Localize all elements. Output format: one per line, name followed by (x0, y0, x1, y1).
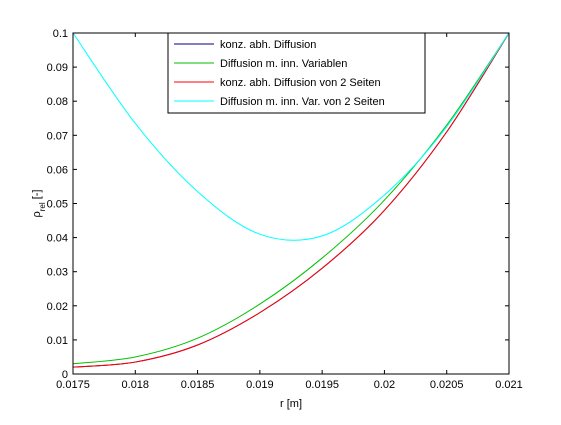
legend-label-1: konz. abh. Diffusion (220, 39, 316, 51)
y-tick-label: 0.1 (53, 28, 68, 40)
series-line-4 (72, 32, 510, 241)
legend-label-3: konz. abh. Diffusion von 2 Seiten (220, 77, 381, 89)
y-tick-label: 0 (62, 369, 68, 381)
y-axis-label-subscript: rel (38, 202, 47, 211)
y-axis-label: ρrel [-] (31, 190, 47, 218)
y-tick-label: 0.02 (47, 301, 68, 313)
y-tick-label: 0.01 (47, 335, 68, 347)
x-axis-label: r [m] (280, 398, 302, 410)
x-tick-label: 0.0175 (56, 379, 90, 391)
series-line-2 (72, 32, 510, 365)
y-tick-label: 0.04 (47, 233, 68, 245)
y-axis-label-base: ρ (31, 211, 43, 217)
legend: konz. abh. Diffusion Diffusion m. inn. Va… (167, 32, 426, 114)
series-line-3 (72, 32, 510, 368)
y-tick-label: 0.08 (47, 96, 68, 108)
y-tick-label: 0.06 (47, 164, 68, 176)
legend-label-2: Diffusion m. inn. Variablen (220, 58, 347, 70)
series-lines (72, 32, 510, 368)
x-tick-label: 0.019 (246, 379, 274, 391)
y-tick-label: 0.07 (47, 130, 68, 142)
y-tick-label: 0.03 (47, 267, 68, 279)
axis-ticks: 0.0175 0.018 0.0185 0.019 0.0195 0.02 0.0205 0.… (47, 28, 523, 391)
x-tick-label: 0.018 (122, 379, 150, 391)
x-tick-label: 0.0205 (430, 379, 464, 391)
x-tick-label: 0.0195 (305, 379, 339, 391)
y-axis-label-unit: [-] (31, 190, 43, 203)
x-tick-label: 0.02 (374, 379, 395, 391)
y-tick-label: 0.05 (47, 199, 68, 211)
legend-label-4: Diffusion m. inn. Var. von 2 Seiten (220, 96, 385, 108)
x-tick-label: 0.021 (495, 379, 523, 391)
y-tick-label: 0.09 (47, 62, 68, 74)
x-tick-label: 0.0185 (181, 379, 215, 391)
legend-box (167, 32, 426, 114)
